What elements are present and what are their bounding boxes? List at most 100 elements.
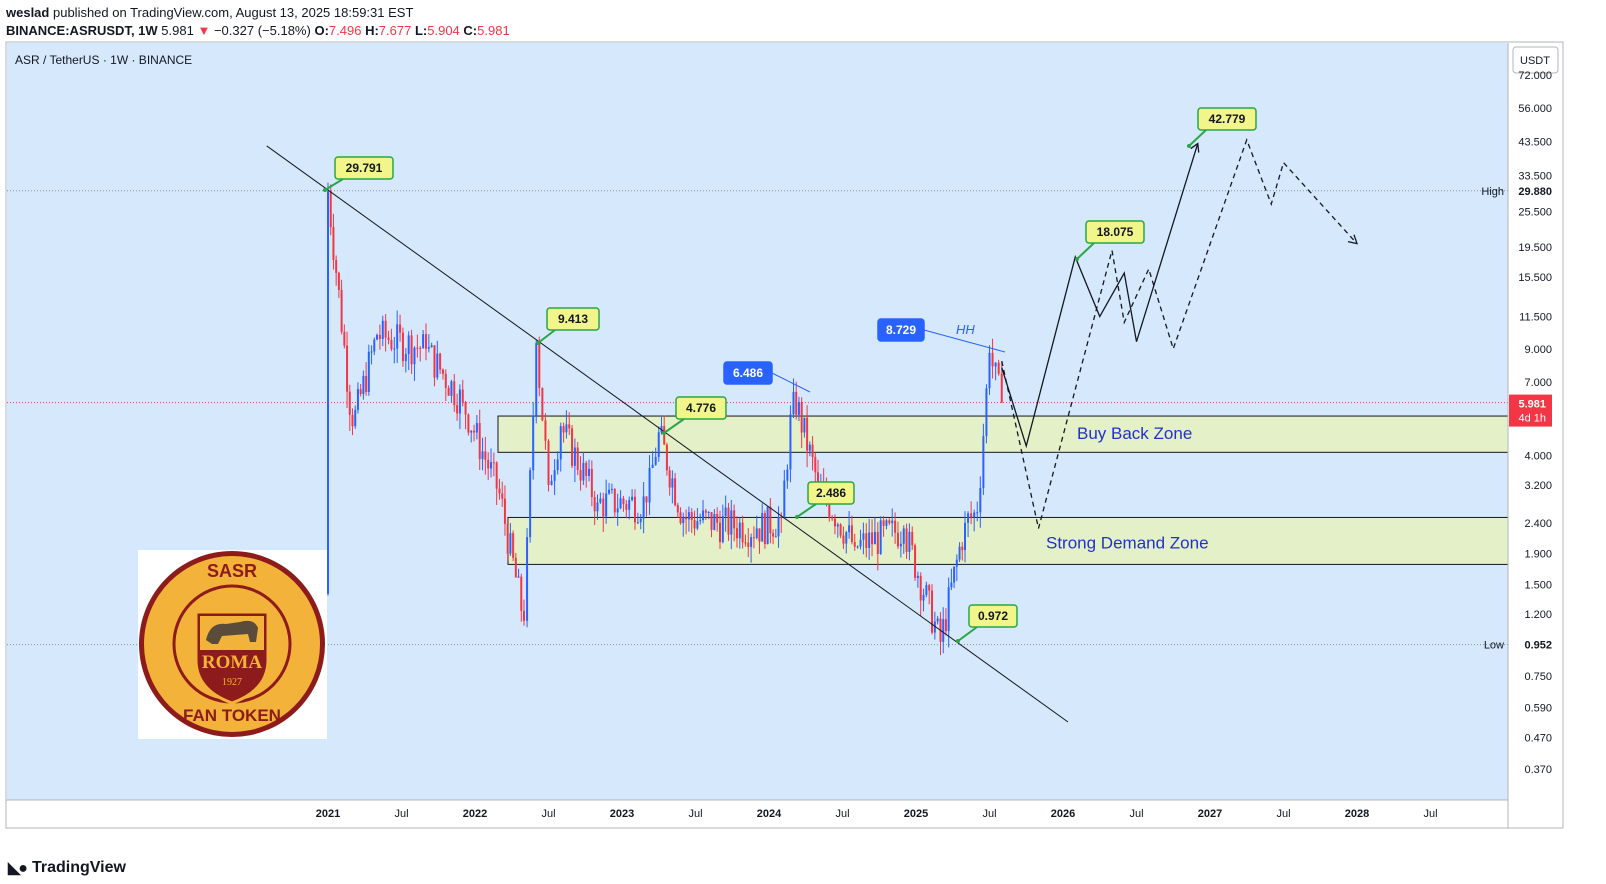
candle-body: [461, 389, 464, 403]
callout-box: [1085, 220, 1145, 244]
callout-anchor-dot: [1187, 144, 1191, 148]
candle-body: [396, 324, 399, 349]
high-value: 7.677: [378, 23, 412, 38]
strong-demand-zone-label: Strong Demand Zone: [1046, 533, 1209, 552]
price-tick-label: 0.750: [1524, 671, 1552, 683]
candle-body: [908, 531, 911, 552]
candle-body: [763, 513, 766, 545]
candle-body: [859, 539, 862, 547]
price-callout-0-972[interactable]: 0.972: [956, 604, 1018, 643]
time-tick-label: Jul: [688, 808, 702, 820]
current-price-value: 5.981: [1518, 399, 1546, 411]
candle-body: [348, 391, 351, 415]
candle-body: [916, 575, 919, 578]
candle-body: [902, 528, 905, 544]
time-axis[interactable]: 2021 Jul 2022 Jul 2023 Jul 2024 Jul 2025 Jul 2026 J…: [316, 808, 1438, 820]
candle-body: [806, 417, 809, 451]
candle-body: [616, 508, 619, 513]
logo-bottom-text: FAN TOKEN: [183, 706, 281, 725]
price-callout-18-075[interactable]: 18.075: [1075, 220, 1145, 261]
candle-body: [716, 514, 719, 523]
candle-body: [800, 402, 803, 433]
candle-body: [390, 340, 393, 350]
candle-body: [842, 535, 845, 544]
callout-text: 18.075: [1097, 225, 1134, 239]
price-callout-42-779[interactable]: 42.779: [1187, 107, 1257, 148]
callout-pointer: [1188, 129, 1207, 147]
candle-body: [994, 362, 997, 367]
candle-body: [639, 518, 642, 523]
candle-body: [373, 339, 376, 352]
asr-fan-token-logo: SASR ROMA 1927 FAN TOKEN: [138, 550, 327, 739]
price-callout-29-791[interactable]: 29.791: [323, 156, 394, 192]
candle-body: [562, 426, 565, 433]
candle-body: [501, 493, 504, 499]
candle-body: [693, 520, 696, 529]
candle-body: [410, 335, 413, 365]
callout-pointer: [1076, 242, 1095, 260]
candle-body: [384, 320, 387, 338]
price-tick-label: 25.500: [1518, 207, 1552, 219]
candle-body: [848, 525, 851, 533]
tradingview-brand[interactable]: ◣● TradingView: [8, 858, 126, 878]
candle-body: [633, 496, 636, 523]
price-callout-4-776[interactable]: 4.776: [662, 396, 727, 435]
author-name[interactable]: weslad: [6, 5, 50, 20]
hh-annotation: HH: [956, 322, 975, 337]
logo-year: 1927: [222, 677, 242, 688]
candle-body: [663, 426, 666, 445]
candle-body: [727, 507, 730, 535]
she-wolf-icon: [206, 620, 258, 644]
price-callout-9-413[interactable]: 9.413: [536, 307, 600, 345]
currency-button[interactable]: [1512, 46, 1559, 74]
price-axis[interactable]: 72.000 56.000 43.500 33.500 25.500 19.500 15.5…: [1509, 70, 1552, 776]
candle-body: [657, 432, 660, 458]
ohlc-line: BINANCE:ASRUSDT, 1W 5.981 ▼ −0.327 (−5.1…: [6, 22, 510, 40]
candle-body: [407, 335, 410, 355]
high-value-label: 29.880: [1518, 186, 1552, 198]
candle-body: [370, 351, 373, 353]
projection-path-solid: [1001, 143, 1199, 449]
candle-body: [950, 582, 953, 588]
candle-body: [335, 259, 338, 273]
candle-body: [456, 405, 459, 414]
candle-body: [724, 507, 727, 517]
candle-body: [933, 621, 936, 633]
candle-body: [337, 272, 340, 290]
candle-body: [404, 354, 407, 362]
candle-body: [590, 468, 593, 497]
candle-body: [622, 498, 625, 504]
candle-body: [503, 498, 506, 524]
price-callout-2-486[interactable]: 2.486: [795, 481, 855, 519]
price-callout-6-486[interactable]: 6.486: [723, 361, 811, 393]
candle-body: [559, 426, 562, 460]
candle-body: [811, 444, 814, 457]
candle-body: [362, 375, 365, 395]
candle-body: [441, 369, 444, 374]
candle-body: [696, 521, 699, 529]
callout-anchor-dot: [795, 515, 799, 519]
candle-body: [506, 523, 509, 554]
candle-body: [401, 332, 404, 362]
price-tick-label: 19.500: [1518, 242, 1552, 254]
candle-body: [783, 480, 786, 519]
candle-body: [458, 389, 461, 414]
candle-body: [433, 345, 436, 378]
publish-line: weslad published on TradingView.com, Aug…: [6, 4, 510, 22]
callout-pointer: [771, 372, 811, 393]
candle-body: [668, 470, 671, 488]
candle-body: [985, 388, 988, 437]
candle-body: [585, 462, 588, 476]
candle-body: [654, 457, 657, 465]
candle-body: [914, 545, 917, 578]
callout-box: [968, 604, 1018, 628]
candle-body: [710, 512, 713, 530]
price-tick-label: 4.000: [1524, 451, 1552, 463]
time-tick-label: 2028: [1345, 808, 1369, 820]
candle-body: [573, 447, 576, 466]
candle-body: [648, 467, 651, 503]
candle-body: [665, 444, 668, 471]
price-callout-8-729[interactable]: 8.729: [877, 318, 925, 342]
current-price-tag: [1509, 394, 1552, 427]
